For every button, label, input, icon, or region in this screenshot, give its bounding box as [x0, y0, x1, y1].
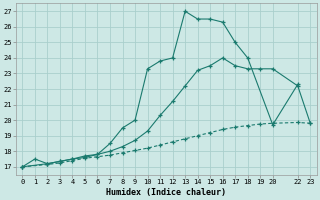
X-axis label: Humidex (Indice chaleur): Humidex (Indice chaleur)	[106, 188, 226, 197]
